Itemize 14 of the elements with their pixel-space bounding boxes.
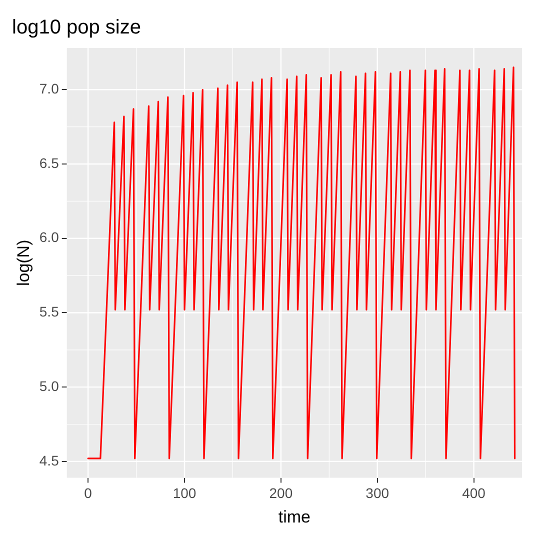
x-axis-title: time [278,507,310,526]
x-tick-label: 300 [366,485,390,502]
y-tick-label: 5.5 [39,304,60,320]
x-tick-label: 0 [84,485,92,502]
x-tick-label: 200 [269,485,293,502]
x-tick-label: 400 [462,485,486,502]
y-tick-label: 7.0 [39,80,60,96]
chart-title: log10 pop size [12,16,141,39]
x-tick-label: 100 [172,485,196,502]
y-tick-label: 6.0 [39,229,60,246]
y-tick-label: 5.0 [39,378,60,394]
y-tick-label: 4.5 [39,452,60,468]
y-axis-title: log(N) [14,240,33,286]
y-tick-label: 6.5 [39,154,60,171]
